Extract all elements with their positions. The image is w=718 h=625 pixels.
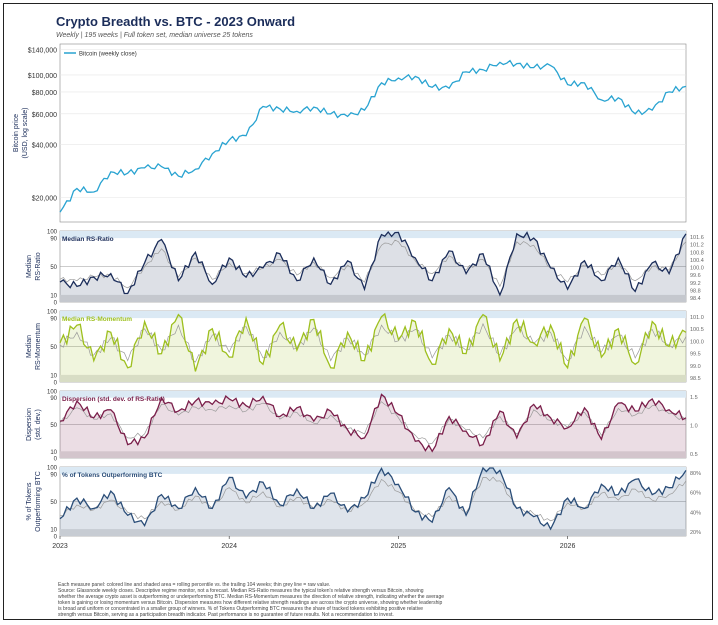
measure-axis-label: Dispersion [26,408,33,441]
footer-line: token is gaining or losing momentum vers… [58,600,443,606]
right-axis-tick-label: 99.2 [690,281,701,287]
measure-tick-label: 90 [50,396,57,402]
right-axis-tick-label: 100.5 [690,327,704,333]
measure-panel-title: Median RS-Momentum [62,316,132,323]
right-axis-tick-label: 101.6 [690,235,704,241]
price-axis-label: Bitcoin price [13,114,20,152]
right-axis-tick-label: 20% [690,530,701,536]
footer-line: Each measure panel: colored line and sha… [58,582,331,588]
high-percentile-band [60,311,686,319]
chart-title: Crypto Breadth vs. BTC - 2023 Onward [56,14,296,29]
low-percentile-band [60,294,686,302]
right-axis-tick-label: 1.5 [690,395,698,401]
measure-shaded-area [60,232,686,302]
measure-tick-label: 0 [54,301,58,307]
measure-axis-label-2: RS-Momentum [35,323,42,370]
price-axis-label-2: (USD, log scale) [22,108,29,159]
measure-tick-label: 100 [47,390,58,396]
low-percentile-band [60,451,686,458]
measure-tick-label: 10 [50,373,57,379]
price-tick-label: $100,000 [28,73,57,80]
measure-raw-line [59,239,687,289]
measure-tick-label: 50 [50,265,57,271]
measure-axis-label-2: Outperforming BTC [35,471,42,532]
x-tick-label: 2025 [391,543,407,550]
high-percentile-band [60,231,686,239]
measure-tick-label: 50 [50,345,57,351]
measure-tick-label: 100 [47,466,58,472]
price-tick-label: $60,000 [32,112,57,119]
measure-tick-label: 0 [54,381,58,387]
right-axis-tick-label: 98.8 [690,288,701,294]
chart-subtitle: Weekly | 195 weeks | Full token set, med… [56,32,253,39]
measure-axis-label: Median [26,255,33,278]
right-axis-tick-label: 60% [690,491,701,497]
measure-percentile-line [59,393,687,453]
measure-panel-title: Median RS-Ratio [62,236,114,243]
right-axis-tick-label: 100.0 [690,266,704,272]
high-percentile-band [60,391,686,398]
price-panel-frame [59,43,687,223]
measure-panel-title: % of Tokens Outperforming BTC [62,472,163,479]
measure-axis-label: % of Tokens [26,482,33,521]
measure-tick-label: 90 [50,472,57,478]
measure-tick-label: 10 [50,450,57,456]
measure-shaded-area [60,313,686,382]
measure-tick-label: 50 [50,423,57,429]
right-axis-tick-label: 100.8 [690,250,704,256]
measure-tick-label: 50 [50,500,57,506]
high-percentile-band [60,467,686,474]
right-axis-tick-label: 80% [690,471,701,477]
measure-tick-label: 90 [50,317,57,323]
low-percentile-band [60,529,686,536]
right-axis-tick-label: 101.0 [690,315,704,321]
bitcoin-price-line [59,59,687,213]
price-tick-label: $140,000 [28,47,57,54]
measure-tick-label: 10 [50,528,57,534]
measure-percentile-line [59,312,687,372]
right-axis-tick-label: 101.2 [690,243,704,249]
right-axis-tick-label: 100.4 [690,258,704,264]
legend-label: Bitcoin (weekly close) [79,52,137,58]
measure-raw-line [59,476,687,522]
right-axis-tick-label: 98.4 [690,296,701,302]
measure-tick-label: 100 [47,310,58,316]
low-percentile-band [60,374,686,382]
measure-percentile-line [59,466,687,531]
right-axis-tick-label: 98.5 [690,376,701,382]
footer-line: Source: Glassnode weekly closes. Descrip… [58,588,424,594]
measure-shaded-area [60,468,686,536]
measure-tick-label: 100 [47,230,58,236]
right-axis-tick-label: 100.0 [690,339,704,345]
price-tick-label: $80,000 [32,90,57,97]
measure-panel-title: Dispersion (std. dev. of RS-Ratio) [62,396,165,403]
right-axis-tick-label: 99.0 [690,364,701,370]
footer-line: is broad and uniform or concentrated in … [58,606,424,612]
measure-axis-label-2: RS-Ratio [35,252,42,281]
measure-tick-label: 0 [54,457,58,463]
x-tick-label: 2023 [52,543,68,550]
right-axis-tick-label: 0.5 [690,452,698,458]
price-tick-label: $40,000 [32,143,57,150]
right-axis-tick-label: 1.0 [690,424,698,430]
measure-tick-label: 90 [50,237,57,243]
footer-line: strength versus Bitcoin, serving as a pa… [58,612,394,618]
price-tick-label: $20,000 [32,196,57,203]
footer-notes: Each measure panel: colored line and sha… [58,582,658,618]
x-tick-label: 2026 [560,543,576,550]
measure-tick-label: 0 [54,535,58,541]
x-tick-label: 2024 [221,543,237,550]
measure-axis-label: Median [26,335,33,358]
measure-axis-label-2: (std. dev.) [35,409,42,440]
measure-percentile-line [59,230,687,297]
measure-tick-label: 10 [50,293,57,299]
right-axis-tick-label: 99.5 [690,352,701,358]
right-axis-tick-label: 40% [690,510,701,516]
right-axis-tick-label: 99.6 [690,273,701,279]
footer-line: whether the average crypto asset is outp… [58,594,445,600]
